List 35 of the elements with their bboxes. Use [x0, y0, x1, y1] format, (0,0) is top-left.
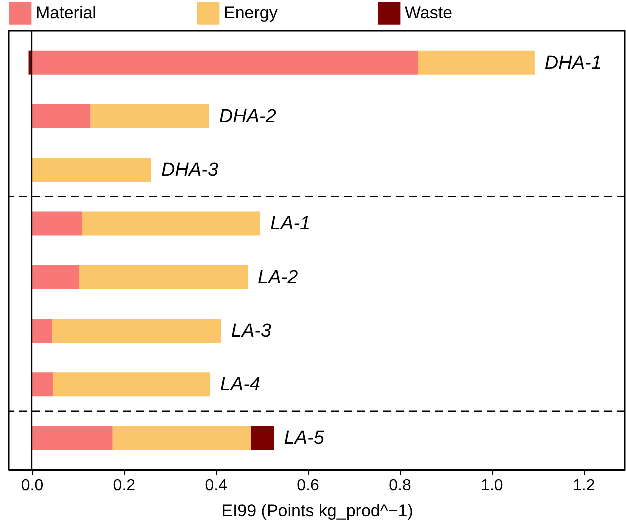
bar: [32, 212, 82, 236]
x-axis-title: EI99 (Points kg_prod^−1): [222, 502, 414, 520]
x-tick-label: 1.0: [481, 478, 504, 494]
legend-label: Material: [36, 4, 96, 23]
bar: [32, 318, 52, 343]
bar: [32, 265, 80, 290]
y-tick-label: DHA-2: [219, 106, 277, 128]
bar: [251, 426, 274, 450]
x-tick-label: 0.8: [389, 478, 412, 494]
bar: [32, 372, 54, 397]
bar: [82, 212, 260, 236]
bar: [32, 158, 152, 182]
y-tick-label: LA-1: [270, 214, 311, 235]
legend-label: Waste: [405, 4, 453, 23]
y-tick-label: LA-3: [231, 320, 272, 342]
x-tick-label: 0.2: [113, 478, 136, 494]
bar: [112, 426, 252, 450]
bar: [32, 104, 91, 128]
y-tick-label: LA-2: [258, 267, 299, 288]
bar: [32, 50, 418, 75]
y-tick-label: LA-5: [284, 428, 325, 450]
bar: [32, 426, 113, 450]
bar: [90, 104, 210, 128]
bar: [418, 50, 535, 75]
legend-label: Energy: [224, 4, 278, 23]
y-tick-label: DHA-1: [544, 52, 602, 74]
x-tick-label: 0.4: [205, 478, 228, 494]
y-tick-label: LA-4: [220, 374, 260, 396]
x-tick-label: 0.0: [21, 478, 44, 494]
y-tick-label: DHA-3: [162, 160, 219, 182]
bar: [53, 372, 210, 397]
bar: [52, 318, 222, 343]
x-tick-label: 1.2: [573, 478, 596, 494]
bar: [79, 265, 248, 290]
x-tick-label: 0.6: [297, 478, 320, 494]
